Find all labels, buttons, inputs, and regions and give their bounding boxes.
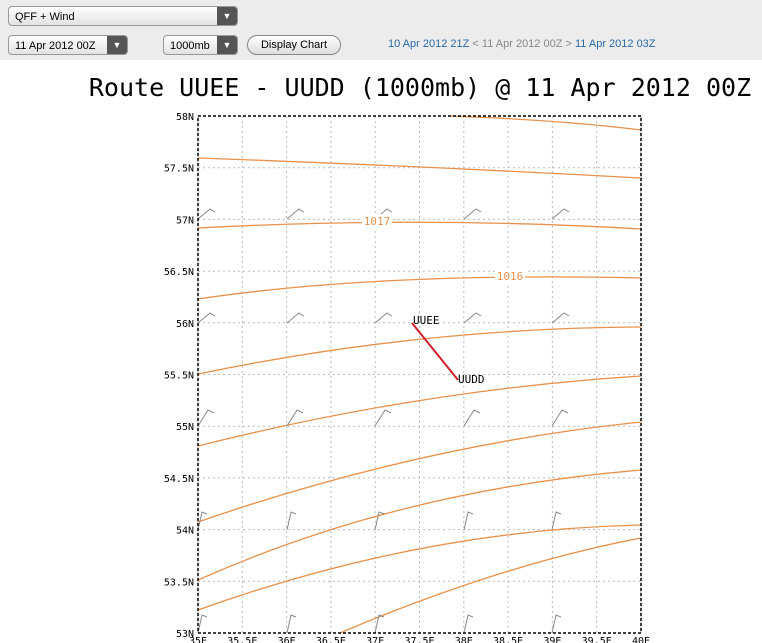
wind-barb xyxy=(374,614,385,634)
isobar xyxy=(197,157,642,179)
x-tick-label: 39E xyxy=(543,636,561,643)
dropdown-arrow: ▼ xyxy=(107,36,127,54)
isobar-label: 1016 xyxy=(497,270,524,283)
isobars xyxy=(197,115,642,634)
wind-barb xyxy=(463,409,481,427)
x-tick-label: 38E xyxy=(455,636,473,643)
wind-barb xyxy=(286,511,297,531)
plot-frame xyxy=(197,115,642,634)
level-select[interactable]: 1000mb ▼ xyxy=(163,35,238,55)
y-tick-label: 58N xyxy=(176,112,194,123)
isobar xyxy=(197,276,642,300)
y-tick-label: 57.5N xyxy=(164,164,194,175)
wind-barb xyxy=(286,614,297,634)
x-tick-label: 36.5E xyxy=(316,636,346,643)
wind-barb xyxy=(197,409,215,427)
wind-barb xyxy=(197,511,208,531)
label-bg xyxy=(362,214,392,228)
station-label: UUDD xyxy=(458,373,485,386)
level-text: 1000mb xyxy=(170,40,210,52)
wind-barb xyxy=(286,208,305,220)
isobar xyxy=(197,469,642,581)
product-text: QFF + Wind xyxy=(15,11,75,23)
time-nav: 10 Apr 2012 21Z < 11 Apr 2012 00Z > 11 A… xyxy=(388,38,656,50)
isobar xyxy=(339,537,642,634)
x-tick-label: 38.5E xyxy=(493,636,523,643)
wind-barb xyxy=(551,208,570,220)
y-tick-label: 55.5N xyxy=(164,371,194,382)
y-tick-label: 54N xyxy=(176,526,194,537)
wind-barb xyxy=(374,511,385,531)
separator: < xyxy=(472,38,479,50)
x-tick-label: 37E xyxy=(366,636,384,643)
chart-title: Route UUEE - UUDD (1000mb) @ 11 Apr 2012… xyxy=(89,73,751,102)
isobar xyxy=(197,375,642,447)
isobar xyxy=(197,326,642,375)
dropdown-arrow: ▼ xyxy=(217,36,237,54)
x-tick-label: 40E xyxy=(632,636,650,643)
isobar xyxy=(197,221,642,230)
y-tick-label: 57N xyxy=(176,215,194,226)
route-line xyxy=(411,322,459,381)
dropdown-arrow: ▼ xyxy=(217,7,237,25)
wind-barb xyxy=(374,409,392,427)
wind-barb xyxy=(197,208,216,220)
isobar xyxy=(197,524,642,611)
wind-barb xyxy=(551,312,570,324)
y-tick-label: 53.5N xyxy=(164,577,194,588)
wind-barb xyxy=(551,511,562,531)
y-tick-label: 56.5N xyxy=(164,267,194,278)
wind-barb xyxy=(551,409,569,427)
toolbar: QFF + Wind ▼ 11 Apr 2012 00Z ▼ 1000mb ▼ Dis… xyxy=(0,0,762,60)
chart: Route UUEE - UUDD (1000mb) @ 11 Apr 2012… xyxy=(89,73,751,643)
next-link[interactable]: 11 Apr 2012 03Z xyxy=(575,38,656,50)
station-label: UUEE xyxy=(413,314,440,327)
x-tick-label: 39.5E xyxy=(582,636,612,643)
label-bg xyxy=(495,269,525,283)
y-tick-label: 53N xyxy=(176,629,194,640)
wind-barb xyxy=(463,511,474,531)
x-tick-label: 37.5E xyxy=(404,636,434,643)
isobar xyxy=(197,421,642,523)
y-tick-label: 55N xyxy=(176,422,194,433)
y-tick-label: 54.5N xyxy=(164,474,194,485)
wind-barb xyxy=(463,312,482,324)
current-time: 11 Apr 2012 00Z xyxy=(481,38,563,50)
wind-barb xyxy=(463,208,482,220)
wind-barb xyxy=(286,409,304,427)
wind-barb xyxy=(374,312,393,324)
x-tick-label: 35E xyxy=(189,636,207,643)
wind-barb xyxy=(197,614,208,634)
prev-link[interactable]: 10 Apr 2012 21Z xyxy=(388,38,470,50)
isobar-label: 1017 xyxy=(364,215,391,228)
y-tick-label: 56N xyxy=(176,319,194,330)
x-tick-label: 35.5E xyxy=(227,636,257,643)
x-tick-label: 36E xyxy=(278,636,296,643)
wind-barb xyxy=(463,614,474,634)
product-select[interactable]: QFF + Wind ▼ xyxy=(8,6,238,26)
date-text: 11 Apr 2012 00Z xyxy=(15,40,96,52)
date-select[interactable]: 11 Apr 2012 00Z ▼ xyxy=(8,35,128,55)
wind-barbs xyxy=(197,208,570,634)
wind-barb xyxy=(551,614,562,634)
wind-barb xyxy=(197,312,216,324)
grid xyxy=(197,115,642,634)
display-button[interactable]: Display Chart xyxy=(247,35,341,55)
isobar xyxy=(449,115,642,131)
wind-barb xyxy=(286,312,305,324)
separator: > xyxy=(565,38,572,50)
